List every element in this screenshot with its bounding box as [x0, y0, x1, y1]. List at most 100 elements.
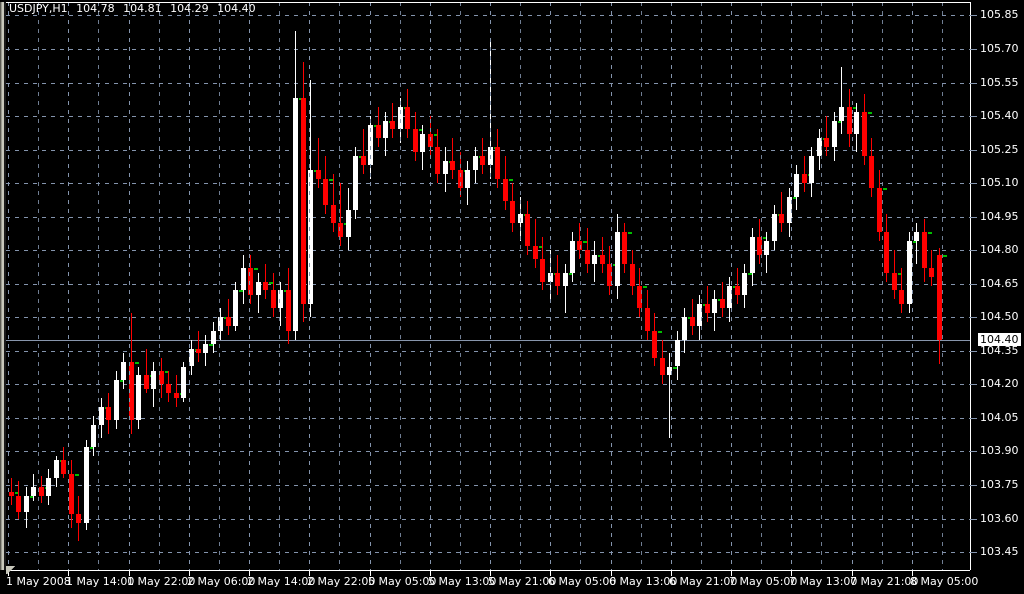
candle-body [106, 406, 111, 421]
candle-body [750, 236, 755, 273]
time-axis-label: 8 May 05:00 [910, 575, 979, 588]
candle-body [76, 514, 81, 524]
candle-body [705, 303, 710, 313]
candle-wick [916, 223, 917, 264]
price-tick [970, 250, 977, 251]
candle-body [159, 370, 164, 385]
tick-marker-icon [853, 107, 857, 109]
time-tick [611, 571, 612, 576]
candle-wick [452, 138, 453, 179]
price-axis-label: 103.90 [980, 444, 1019, 457]
candle-body [757, 236, 762, 255]
candle-wick [602, 236, 603, 273]
price-axis-label: 105.70 [980, 42, 1019, 55]
tick-marker-icon [239, 290, 243, 292]
candle-body [323, 178, 328, 206]
candle-body [735, 286, 740, 295]
candle-wick [781, 192, 782, 233]
price-axis-separator [970, 2, 971, 570]
bid-price-line [6, 340, 970, 341]
gridline-vertical [611, 2, 612, 570]
candle-body [331, 205, 336, 224]
candle-body [99, 406, 104, 425]
candle-body [615, 232, 620, 286]
candle-body [503, 178, 508, 202]
candle-body [540, 259, 545, 282]
candle-body [809, 156, 814, 184]
price-tick [970, 284, 977, 285]
candle-body [720, 299, 725, 309]
gridline-horizontal [6, 15, 970, 16]
time-tick [490, 571, 491, 576]
time-tick [791, 571, 792, 576]
time-tick [671, 571, 672, 576]
gridline-horizontal [6, 217, 970, 218]
ohlc-close: 104.40 [217, 2, 256, 15]
time-axis-label: 2 May 06:00 [187, 575, 256, 588]
time-axis[interactable] [0, 570, 1024, 594]
ohlc-high: 104.81 [123, 2, 162, 15]
time-tick [731, 571, 732, 576]
tick-marker-icon [30, 496, 34, 498]
price-axis-label: 105.10 [980, 176, 1019, 189]
candle-body [211, 330, 216, 345]
chart-plot-area[interactable] [6, 2, 970, 570]
candle-body [510, 201, 515, 224]
candle-body [61, 460, 66, 474]
gridline-vertical-minor [761, 2, 762, 570]
candle-body [877, 187, 882, 233]
gridline-vertical-minor [98, 2, 99, 570]
candle-wick [931, 250, 932, 286]
gridline-vertical [68, 2, 69, 570]
gridline-vertical [852, 2, 853, 570]
candle-body [622, 232, 627, 264]
candle-body [577, 241, 582, 251]
candle-body [405, 107, 410, 130]
candle-body [794, 174, 799, 197]
gridline-vertical [370, 2, 371, 570]
price-axis-label: 104.50 [980, 310, 1019, 323]
price-axis[interactable]: 105.85 105.70 105.55 105.40 105.25 105.10 104.… [970, 0, 1024, 594]
candle-body [181, 366, 186, 398]
candle-body [450, 160, 455, 170]
gridline-vertical-minor [219, 2, 220, 570]
tick-marker-icon [15, 492, 19, 494]
candle-wick [692, 299, 693, 336]
candle-body [174, 393, 179, 398]
candle-wick [340, 183, 341, 246]
candle-body [892, 272, 897, 291]
candle-wick [737, 268, 738, 304]
candle-body [129, 362, 134, 421]
candle-wick [392, 102, 393, 139]
gridline-vertical-minor [400, 2, 401, 570]
price-tick [970, 49, 977, 50]
candle-body [899, 290, 904, 304]
candle-body [832, 120, 837, 148]
tick-marker-icon [269, 282, 273, 284]
tick-marker-icon [120, 380, 124, 382]
candle-body [862, 111, 867, 157]
candle-body [308, 169, 313, 304]
price-axis-label: 105.40 [980, 109, 1019, 122]
candle-body [465, 169, 470, 188]
ohlc-low: 104.29 [170, 2, 209, 15]
gridline-vertical [249, 2, 250, 570]
chart-header: USDJPY,H1 104.78 104.81 104.29 104.40 [9, 3, 261, 15]
gridline-vertical [309, 2, 310, 570]
tick-marker-icon [75, 474, 79, 476]
candle-body [607, 263, 612, 286]
candle-body [196, 348, 201, 354]
gridline-vertical-minor [580, 2, 581, 570]
candle-body [480, 156, 485, 166]
candle-body [136, 375, 141, 421]
candle-body [779, 214, 784, 224]
chart-scroll-handle[interactable] [6, 566, 16, 574]
time-axis-label: 2 May 22:00 [307, 575, 376, 588]
candle-body [420, 133, 425, 152]
candle-body [316, 169, 321, 179]
price-tick [970, 116, 977, 117]
candle-body [802, 174, 807, 184]
candle-body [712, 299, 717, 313]
candle-body [839, 107, 844, 121]
